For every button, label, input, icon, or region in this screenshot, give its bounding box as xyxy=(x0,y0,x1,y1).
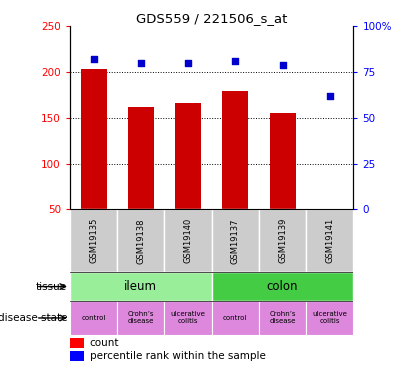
Text: GSM19137: GSM19137 xyxy=(231,218,240,264)
Bar xyxy=(164,301,212,335)
Bar xyxy=(70,338,84,348)
Point xyxy=(185,60,192,66)
Bar xyxy=(212,209,259,272)
Bar xyxy=(259,301,306,335)
Text: GSM19141: GSM19141 xyxy=(326,218,334,263)
Text: ileum: ileum xyxy=(124,280,157,293)
Text: Crohn’s
disease: Crohn’s disease xyxy=(127,312,154,324)
Point xyxy=(232,58,238,64)
Bar xyxy=(70,209,117,272)
Point xyxy=(326,93,333,99)
Bar xyxy=(70,272,212,301)
Text: count: count xyxy=(90,338,119,348)
Bar xyxy=(175,103,201,209)
Text: tissue: tissue xyxy=(36,282,67,292)
Bar xyxy=(212,301,259,335)
Text: control: control xyxy=(223,315,247,321)
Title: GDS559 / 221506_s_at: GDS559 / 221506_s_at xyxy=(136,12,287,25)
Text: colon: colon xyxy=(267,280,298,293)
Bar xyxy=(70,301,117,335)
Text: disease state: disease state xyxy=(0,313,67,323)
Text: GSM19135: GSM19135 xyxy=(89,218,98,264)
Bar xyxy=(212,272,353,301)
Bar xyxy=(306,301,353,335)
Bar xyxy=(117,301,164,335)
Bar xyxy=(259,209,306,272)
Bar xyxy=(270,113,296,209)
Text: ulcerative
colitis: ulcerative colitis xyxy=(171,312,206,324)
Bar xyxy=(70,351,84,361)
Text: ulcerative
colitis: ulcerative colitis xyxy=(312,312,347,324)
Bar xyxy=(128,107,154,209)
Bar xyxy=(117,209,164,272)
Point xyxy=(279,62,286,68)
Bar xyxy=(222,91,248,209)
Text: Crohn’s
disease: Crohn’s disease xyxy=(269,312,296,324)
Text: GSM19140: GSM19140 xyxy=(184,218,192,263)
Bar xyxy=(164,209,212,272)
Text: GSM19139: GSM19139 xyxy=(278,218,287,264)
Bar xyxy=(81,69,106,209)
Point xyxy=(137,60,144,66)
Point xyxy=(90,56,97,62)
Text: GSM19138: GSM19138 xyxy=(136,218,145,264)
Text: control: control xyxy=(81,315,106,321)
Bar xyxy=(306,209,353,272)
Text: percentile rank within the sample: percentile rank within the sample xyxy=(90,351,266,361)
